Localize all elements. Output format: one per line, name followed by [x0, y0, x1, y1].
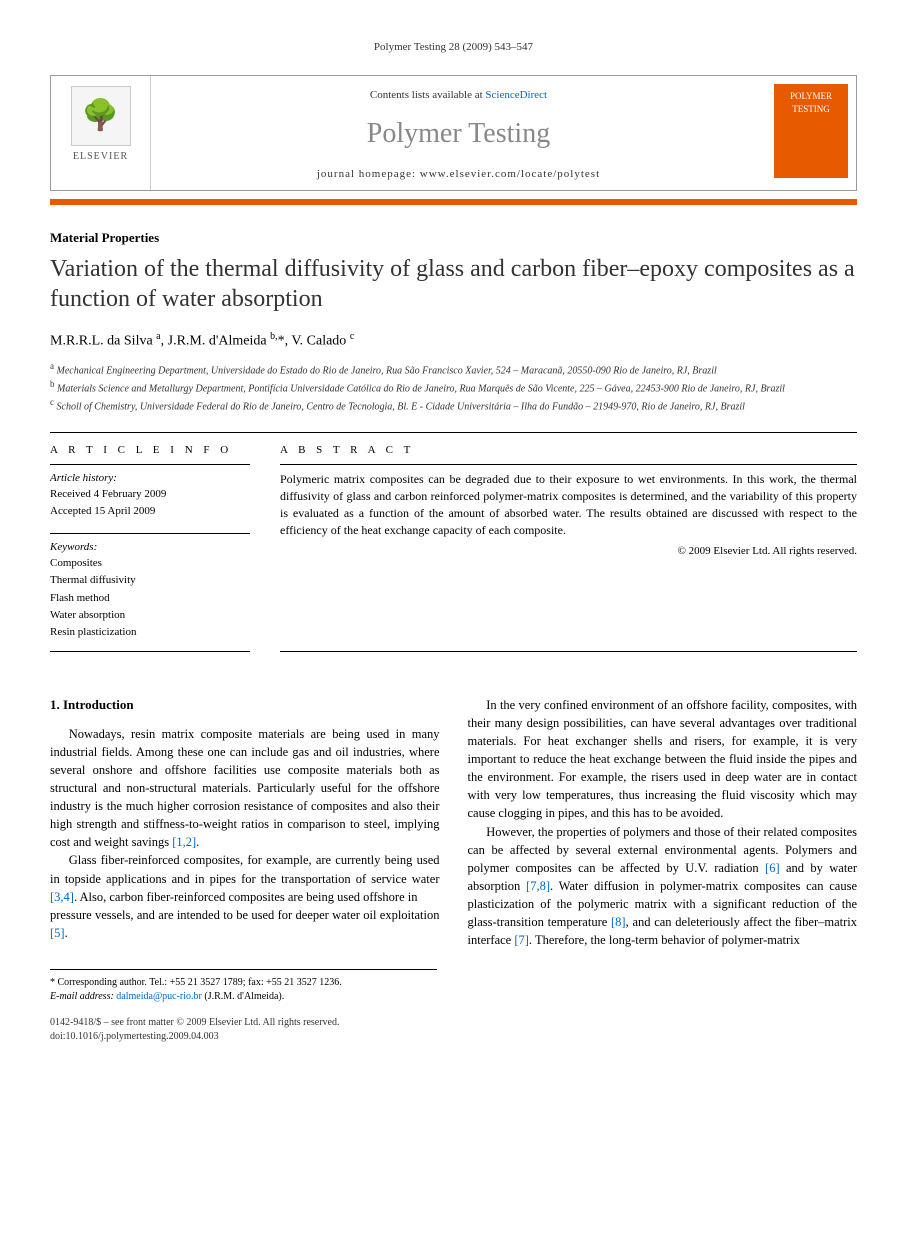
keyword: Composites	[50, 556, 250, 571]
contents-prefix: Contents lists available at	[370, 89, 485, 101]
keywords-label: Keywords:	[50, 540, 250, 555]
email-author: (J.R.M. d'Almeida).	[202, 991, 284, 1002]
body-text: 1. Introduction Nowadays, resin matrix c…	[50, 696, 857, 950]
keyword: Flash method	[50, 591, 250, 606]
intro-p4: In the very confined environment of an o…	[468, 696, 858, 823]
ref-link[interactable]: [7,8]	[526, 879, 550, 893]
abstract-text: Polymeric matrix composites can be degra…	[280, 471, 857, 538]
abstract: A B S T R A C T Polymeric matrix composi…	[280, 443, 857, 643]
contents-available: Contents lists available at ScienceDirec…	[161, 88, 756, 103]
intro-p2: Glass fiber-reinforced composites, for e…	[50, 851, 440, 905]
history-label: Article history:	[50, 471, 250, 486]
section-label: Material Properties	[50, 229, 857, 247]
keyword: Water absorption	[50, 608, 250, 623]
abstract-divider	[280, 464, 857, 465]
authors: M.R.R.L. da Silva a, J.R.M. d'Almeida b,…	[50, 330, 857, 351]
cover-image: POLYMER TESTING	[774, 84, 848, 178]
article-info-heading: A R T I C L E I N F O	[50, 443, 250, 458]
divider	[50, 651, 250, 652]
info-divider	[50, 533, 250, 534]
article-title: Variation of the thermal diffusivity of …	[50, 254, 857, 314]
intro-heading: 1. Introduction	[50, 696, 440, 715]
divider	[280, 651, 857, 652]
journal-name: Polymer Testing	[161, 114, 756, 153]
homepage-line: journal homepage: www.elsevier.com/locat…	[161, 167, 756, 182]
ref-link[interactable]: [6]	[765, 861, 780, 875]
ref-link[interactable]: [1,2]	[172, 835, 196, 849]
ref-link[interactable]: [5]	[50, 926, 65, 940]
email-label: E-mail address:	[50, 991, 116, 1002]
article-info: A R T I C L E I N F O Article history: R…	[50, 443, 250, 643]
keyword: Resin plasticization	[50, 625, 250, 640]
doi-line: doi:10.1016/j.polymertesting.2009.04.003	[50, 1030, 857, 1044]
corresponding-author: * Corresponding author. Tel.: +55 21 352…	[50, 969, 437, 1004]
received-date: Received 4 February 2009	[50, 487, 250, 502]
ref-link[interactable]: [3,4]	[50, 890, 74, 904]
elsevier-tree-icon	[71, 86, 131, 146]
accent-bar	[50, 199, 857, 205]
divider	[50, 432, 857, 433]
accepted-date: Accepted 15 April 2009	[50, 504, 250, 519]
ref-link[interactable]: [8]	[611, 915, 626, 929]
affiliation: b Materials Science and Metallurgy Depar…	[50, 379, 857, 395]
publication-meta: 0142-9418/$ – see front matter © 2009 El…	[50, 1016, 857, 1044]
intro-p1: Nowadays, resin matrix composite materia…	[50, 725, 440, 852]
homepage-url[interactable]: www.elsevier.com/locate/polytest	[420, 168, 600, 180]
info-divider	[50, 464, 250, 465]
running-head: Polymer Testing 28 (2009) 543–547	[50, 40, 857, 55]
affiliation: a Mechanical Engineering Department, Uni…	[50, 361, 857, 377]
abstract-copyright: © 2009 Elsevier Ltd. All rights reserved…	[280, 544, 857, 559]
elsevier-name: ELSEVIER	[61, 150, 140, 164]
ref-link[interactable]: [7]	[514, 933, 529, 947]
intro-p5: However, the properties of polymers and …	[468, 823, 858, 950]
abstract-heading: A B S T R A C T	[280, 443, 857, 458]
journal-header: ELSEVIER Contents lists available at Sci…	[50, 75, 857, 191]
homepage-prefix: journal homepage:	[317, 168, 420, 180]
cover-thumbnail: POLYMER TESTING	[766, 76, 856, 190]
sciencedirect-link[interactable]: ScienceDirect	[485, 89, 547, 101]
elsevier-logo: ELSEVIER	[51, 76, 151, 190]
email-link[interactable]: dalmeida@puc-rio.br	[116, 991, 202, 1002]
issn-line: 0142-9418/$ – see front matter © 2009 El…	[50, 1016, 857, 1030]
header-center: Contents lists available at ScienceDirec…	[151, 76, 766, 190]
affiliation: c Scholl of Chemistry, Universidade Fede…	[50, 397, 857, 413]
keyword: Thermal diffusivity	[50, 573, 250, 588]
corr-contact: * Corresponding author. Tel.: +55 21 352…	[50, 976, 437, 990]
intro-p3: pressure vessels, and are intended to be…	[50, 906, 440, 942]
